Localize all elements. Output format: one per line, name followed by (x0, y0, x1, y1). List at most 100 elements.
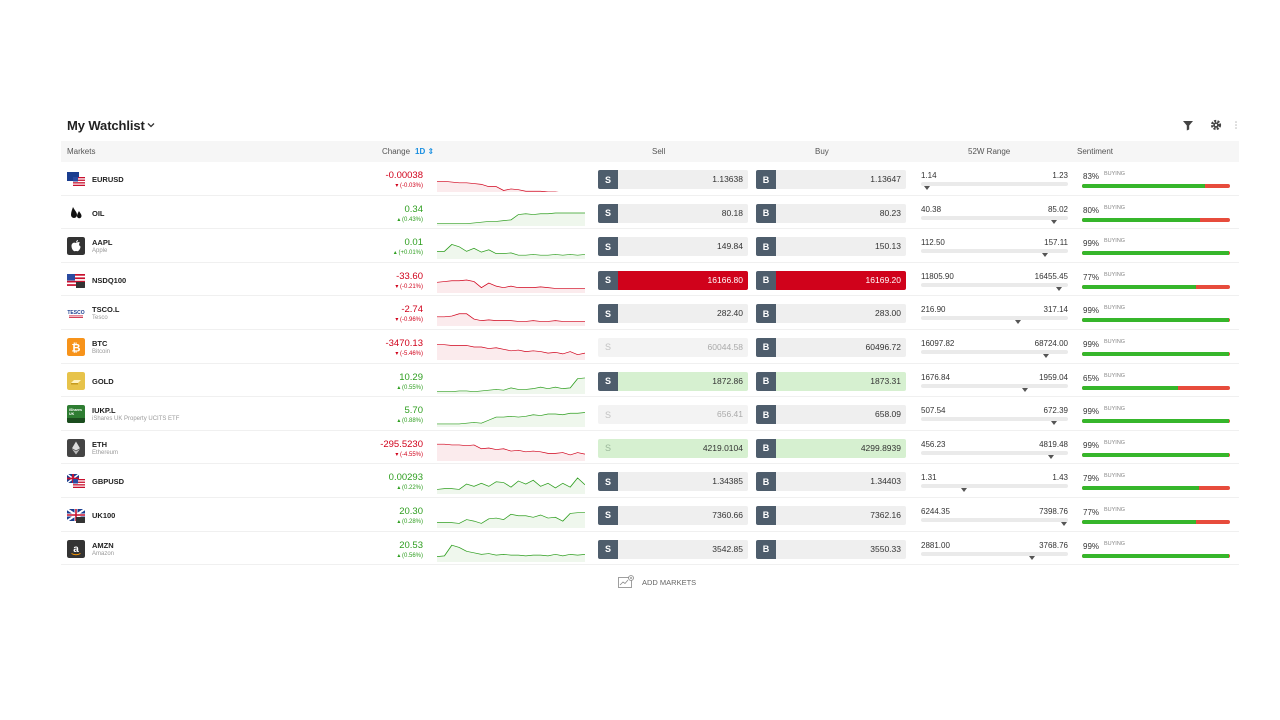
watchlist-row[interactable]: TESCO TSCO.L Tesco -2.74 ▾ (-0.96%) S 282.40 B 2… (61, 296, 1239, 330)
watchlist-row[interactable]: GOLD 10.29 ▴ (0.55%) S 1872.86 B 1873.31 1676.8… (61, 364, 1239, 398)
buy-button[interactable]: B (756, 304, 776, 324)
watchlist-row[interactable]: iShares UK IUKP.L iShares UK Property UCITS… (61, 397, 1239, 431)
range-low: 112.50 (921, 238, 945, 248)
buy-button[interactable]: B (756, 472, 776, 492)
sell-button[interactable]: S (598, 203, 618, 223)
sell-price[interactable]: 656.41 (618, 405, 748, 425)
sell-price[interactable]: 7360.66 (618, 505, 748, 525)
sparkline-chart (437, 344, 585, 360)
buy-button[interactable]: B (756, 405, 776, 425)
market-symbol[interactable]: NSDQ100 (92, 275, 127, 285)
watchlist-row[interactable]: GBPUSD 0.00293 ▴ (0.22%) S 1.34385 B 1.34403 1.… (61, 464, 1239, 498)
sparkline-line (437, 279, 585, 289)
page-title[interactable]: My Watchlist (67, 118, 145, 133)
buy-price[interactable]: 4299.8939 (776, 438, 906, 458)
buy-price[interactable]: 3550.33 (776, 539, 906, 559)
sell-price[interactable]: 149.84 (618, 237, 748, 257)
buy-price[interactable]: 283.00 (776, 304, 906, 324)
column-markets[interactable]: Markets (67, 147, 96, 156)
buy-price[interactable]: 60496.72 (776, 337, 906, 357)
buy-price[interactable]: 1.34403 (776, 472, 906, 492)
sparkline-area (437, 478, 585, 495)
change-value: 20.53 (399, 539, 423, 551)
sell-price[interactable]: 4219.0104 (618, 438, 748, 458)
buy-button[interactable]: B (756, 539, 776, 559)
market-symbol[interactable]: AAPL (92, 238, 113, 248)
buy-price[interactable]: 7362.16 (776, 505, 906, 525)
sell-price[interactable]: 16166.80 (618, 270, 748, 290)
sell-price[interactable]: 1872.86 (618, 371, 748, 391)
buy-price[interactable]: 150.13 (776, 237, 906, 257)
column-change[interactable]: Change (382, 147, 411, 156)
market-symbol[interactable]: GBPUSD (92, 477, 125, 487)
range-track (921, 282, 1068, 287)
watchlist-row[interactable]: a AMZN Amazon 20.53 ▴ (0.56%) S 3542.85 B 3550.3… (61, 532, 1239, 566)
market-symbol[interactable]: OIL (92, 208, 105, 218)
sell-button[interactable]: S (598, 472, 618, 492)
sell-button[interactable]: S (598, 170, 618, 189)
buy-button[interactable]: B (756, 203, 776, 223)
sell-price[interactable]: 1.34385 (618, 472, 748, 492)
change-value: 0.34 (404, 203, 424, 215)
market-symbol[interactable]: UK100 (92, 510, 116, 520)
sell-button[interactable]: S (598, 539, 618, 559)
buy-button[interactable]: B (756, 371, 776, 391)
more-options-icon[interactable] (1233, 118, 1239, 132)
sentiment-label: BUYING (1104, 171, 1126, 177)
gear-icon[interactable] (1209, 118, 1223, 132)
ethereum-icon (67, 438, 85, 457)
range-low: 16097.82 (921, 338, 955, 348)
sentiment-percent: 77% (1083, 272, 1100, 282)
market-symbol[interactable]: GOLD (92, 376, 114, 386)
filter-icon[interactable] (1181, 118, 1195, 132)
sell-price[interactable]: 60044.58 (618, 337, 748, 357)
apple-icon (67, 237, 85, 256)
sell-button[interactable]: S (598, 270, 618, 290)
sell-button[interactable]: S (598, 337, 618, 357)
buy-button[interactable]: B (756, 505, 776, 525)
watchlist-row[interactable]: AAPL Apple 0.01 ▴ (+0.01%) S 149.84 B 150.13 112… (61, 229, 1239, 263)
buy-price[interactable]: 1.13647 (776, 170, 906, 189)
buy-button[interactable]: B (756, 270, 776, 290)
sell-button[interactable]: S (598, 505, 618, 525)
change-value: -0.00038 (385, 170, 423, 181)
buy-price[interactable]: 658.09 (776, 405, 906, 425)
watchlist-row[interactable]: ₿ BTC Bitcoin -3470.13 ▾ (-5.46%) S 60044.58 B 6… (61, 330, 1239, 364)
change-value: 0.00293 (388, 472, 423, 484)
buy-button[interactable]: B (756, 237, 776, 257)
watchlist-row[interactable]: NSDQ100 -33.60 ▾ (-0.21%) S 16166.80 B 16169.2… (61, 263, 1239, 297)
sparkline-line (437, 443, 585, 456)
chevron-down-icon[interactable] (146, 120, 156, 130)
sell-price[interactable]: 80.18 (618, 203, 748, 223)
sell-price[interactable]: 1.13638 (618, 170, 748, 189)
column-52w-range: 52W Range (968, 147, 1011, 156)
sell-button[interactable]: S (598, 405, 618, 425)
watchlist-row[interactable]: OIL 0.34 ▴ (0.43%) S 80.18 B 80.23 40.38 85.02 80… (61, 196, 1239, 230)
market-symbol[interactable]: BTC (92, 338, 108, 348)
buy-price[interactable]: 80.23 (776, 203, 906, 223)
buy-button[interactable]: B (756, 170, 776, 189)
buy-price[interactable]: 1873.31 (776, 371, 906, 391)
market-symbol[interactable]: TSCO.L (92, 305, 120, 315)
sparkline-area (437, 443, 585, 461)
sell-button[interactable]: S (598, 304, 618, 324)
market-symbol[interactable]: IUKP.L (92, 406, 116, 416)
watchlist-row[interactable]: ETH Ethereum -295.5230 ▾ (-4.55%) S 4219.0104… (61, 431, 1239, 465)
watchlist-row[interactable]: EURUSD -0.00038 ▾ (-0.03%) S 1.13638 B 1.13647… (61, 162, 1239, 196)
sentiment-fill (1082, 519, 1196, 524)
sell-button[interactable]: S (598, 438, 618, 458)
sell-price[interactable]: 3542.85 (618, 539, 748, 559)
buy-price[interactable]: 16169.20 (776, 270, 906, 290)
buy-button[interactable]: B (756, 337, 776, 357)
sell-button[interactable]: S (598, 237, 618, 257)
sell-price[interactable]: 282.40 (618, 304, 748, 324)
buy-button[interactable]: B (756, 438, 776, 458)
period-selector[interactable]: 1D ⇕ (415, 147, 435, 156)
watchlist-row[interactable]: UK100 20.30 ▴ (0.28%) S 7360.66 B 7362.16 6244.… (61, 498, 1239, 532)
sell-button[interactable]: S (598, 371, 618, 391)
sentiment-percent: 99% (1083, 239, 1100, 249)
market-symbol[interactable]: ETH (92, 439, 107, 449)
market-symbol[interactable]: AMZN (92, 540, 114, 550)
market-symbol[interactable]: EURUSD (92, 175, 124, 184)
sentiment-fill (1082, 553, 1229, 558)
